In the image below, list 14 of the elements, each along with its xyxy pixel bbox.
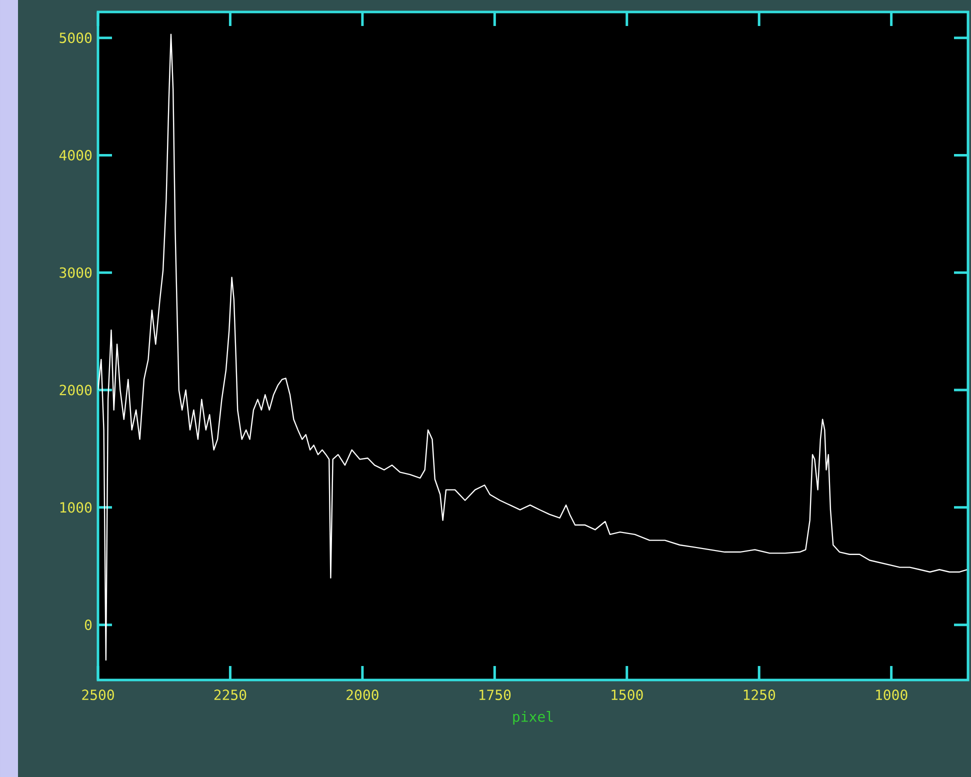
x-tick-label: 1500	[612, 690, 643, 700]
y-tick-label: 2000	[60, 384, 92, 396]
y-tick-label: 4000	[59, 150, 92, 161]
x-tick-label: 2000	[346, 690, 378, 700]
x-tick-label: 2250	[214, 690, 246, 700]
x-tick-label: 1250	[744, 690, 776, 700]
x-axis-title: pixel	[513, 710, 553, 725]
x-tick-label: 1750	[479, 690, 511, 700]
y-tick-label: 3000	[60, 267, 92, 278]
y-tick-label: 0	[84, 620, 92, 630]
y-tick-label: 5000	[60, 32, 92, 44]
x-tick-label: 2500	[82, 690, 114, 700]
x-tick-label: 1000	[876, 690, 908, 700]
y-tick-label: 1000	[60, 502, 92, 513]
